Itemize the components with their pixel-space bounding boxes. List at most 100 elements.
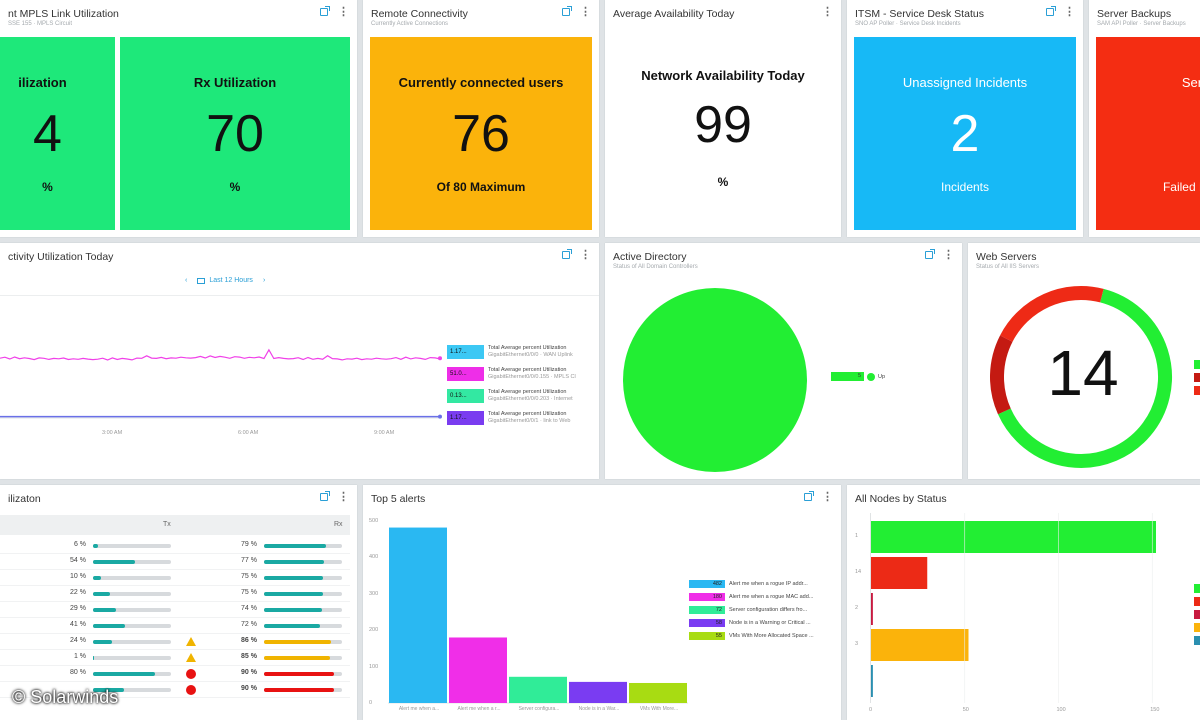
alert-legend-item[interactable]: 180 Alert me when a rogue MAC add...: [689, 593, 813, 601]
more-menu-icon[interactable]: ⋮: [338, 6, 349, 18]
table-row[interactable]: 90 %: [0, 682, 352, 698]
rx-bar: [264, 672, 342, 676]
tile-unit: Failed Backup: [1162, 180, 1200, 194]
legend-line1: Total Average percent Utilization: [488, 345, 567, 351]
table-row[interactable]: 1 % 85 %: [0, 650, 352, 666]
legend-swatch-down: [1194, 597, 1200, 606]
more-menu-icon[interactable]: ⋮: [338, 491, 349, 503]
donut-segment-up: [997, 288, 1172, 468]
table-row[interactable]: 80 % 90 %: [0, 666, 352, 682]
failed-backups-tile[interactable]: Server 1 Failed Backup: [1096, 37, 1200, 230]
legend-count: 58: [689, 619, 725, 627]
chevron-right-icon[interactable]: ›: [262, 277, 266, 284]
more-menu-icon[interactable]: ⋮: [580, 249, 591, 261]
connected-users-tile[interactable]: Currently connected users 76 Of 80 Maxim…: [370, 37, 592, 230]
external-link-icon[interactable]: [925, 249, 935, 259]
legend-value: 0.13...: [447, 389, 484, 403]
time-range-selector: ‹ Last 12 Hours ›: [185, 277, 265, 284]
tx-utilization-tile[interactable]: ilization 4 %: [0, 37, 115, 230]
more-menu-icon[interactable]: ⋮: [822, 6, 833, 18]
tile-label: Network Availability Today: [641, 68, 805, 83]
legend-value: 1.17...: [447, 345, 484, 359]
row-divider: [0, 585, 350, 586]
external-link-icon[interactable]: [320, 491, 330, 501]
rx-value: 74 %: [241, 605, 257, 612]
table-row[interactable]: 41 % 72 %: [0, 618, 352, 634]
more-menu-icon[interactable]: ⋮: [822, 491, 833, 503]
table-row[interactable]: 24 % 86 %: [0, 634, 352, 650]
legend-count: 72: [689, 606, 725, 614]
row-divider: [0, 649, 350, 650]
rx-bar: [264, 576, 342, 580]
more-menu-icon[interactable]: ⋮: [943, 249, 954, 261]
alert-legend-item[interactable]: 482 Alert me when a rogue IP addr...: [689, 580, 808, 588]
external-link-icon[interactable]: [562, 6, 572, 16]
tile-label: ilization: [18, 75, 67, 90]
tx-bar: [93, 560, 171, 564]
more-menu-icon[interactable]: ⋮: [1064, 6, 1075, 18]
active-directory-pie: [623, 288, 807, 472]
rx-value: 79 %: [241, 541, 257, 548]
legend-line1: Total Average percent Utilization: [488, 411, 567, 417]
alert-legend-item[interactable]: 72 Server configuration differs fro...: [689, 606, 807, 614]
column-header-tx[interactable]: Tx: [163, 521, 171, 528]
row-divider: [0, 697, 350, 698]
range-label[interactable]: Last 12 Hours: [209, 277, 253, 284]
tx-bar: [93, 656, 171, 660]
x-axis-label: VMs With More...: [639, 706, 679, 712]
tile-unit: Incidents: [940, 180, 990, 194]
row-divider: [0, 681, 350, 682]
table-row[interactable]: 10 % 75 %: [0, 570, 352, 586]
node-status-bar: [871, 521, 1156, 553]
donut-segment-critical: [990, 335, 1013, 415]
tx-bar-fill: [93, 656, 94, 660]
mpls-link-panel: nt MPLS Link Utilization SSE 155 · MPLS …: [0, 0, 357, 237]
panel-subtitle: Status of All IIS Servers: [976, 264, 1040, 270]
table-row[interactable]: 54 % 77 %: [0, 554, 352, 570]
table-row[interactable]: 22 % 75 %: [0, 586, 352, 602]
alert-legend-item[interactable]: 55 VMs With More Allocated Space ...: [689, 632, 814, 640]
chart-legend-item[interactable]: 1.17... Total Average percent Utilization…: [447, 411, 588, 425]
legend-text: Total Average percent Utilization Gigabit…: [488, 345, 588, 359]
table-row[interactable]: 29 % 74 %: [0, 602, 352, 618]
legend-label: Up: [878, 373, 886, 380]
donut-segment-down: [1000, 286, 1104, 342]
alert-legend-item[interactable]: 58 Node is in a Warning or Critical ...: [689, 619, 811, 627]
table-header: Tx Rx: [0, 515, 350, 535]
itsm-service-desk-panel: ITSM - Service Desk Status SNO AP Poller…: [847, 0, 1083, 237]
legend-line2: GigabitEthernet0/0/0.155 · MPLS Cl: [488, 374, 576, 380]
status-up-icon: [867, 372, 875, 381]
alert-bar: [509, 676, 567, 703]
rx-bar-fill: [264, 640, 332, 644]
legend-value: 1.17...: [447, 411, 484, 425]
chart-legend-item[interactable]: 51.0... Total Average percent Utilization…: [447, 367, 588, 381]
row-divider: [0, 553, 350, 554]
panel-title: Server Backups: [1097, 8, 1172, 20]
external-link-icon[interactable]: [804, 491, 814, 501]
external-link-icon[interactable]: [320, 6, 330, 16]
legend-count: 482: [689, 580, 725, 588]
y-axis-label: 2: [855, 605, 859, 611]
external-link-icon[interactable]: [562, 249, 572, 259]
legend-label: Server configuration differs fro...: [729, 607, 808, 613]
external-link-icon[interactable]: [1046, 6, 1056, 16]
chevron-left-icon[interactable]: ‹: [185, 277, 188, 284]
column-header-rx[interactable]: Rx: [334, 521, 343, 528]
tx-bar: [93, 576, 171, 580]
rx-utilization-tile[interactable]: Rx Utilization 70 %: [120, 37, 350, 230]
table-row[interactable]: 6 % 79 %: [0, 538, 352, 554]
tx-value: 41 %: [70, 621, 86, 628]
rx-bar: [264, 560, 342, 564]
line-chart: [0, 348, 442, 419]
network-availability-tile[interactable]: Network Availability Today 99 %: [605, 30, 841, 223]
more-menu-icon[interactable]: ⋮: [580, 6, 591, 18]
unassigned-incidents-tile[interactable]: Unassigned Incidents 2 Incidents: [854, 37, 1076, 230]
warning-icon: [186, 637, 196, 646]
rx-bar-fill: [264, 560, 325, 564]
panel-title: Web Servers: [976, 251, 1037, 263]
tx-bar-fill: [93, 576, 101, 580]
chart-legend-item[interactable]: 0.13... Total Average percent Utilization…: [447, 389, 588, 403]
tx-bar-fill: [93, 640, 112, 644]
chart-legend-item[interactable]: 1.17... Total Average percent Utilization…: [447, 345, 588, 359]
x-axis-label: Alert me when a r...: [457, 706, 501, 712]
